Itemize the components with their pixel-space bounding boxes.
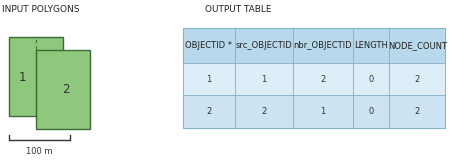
Bar <box>235 28 293 63</box>
Bar <box>353 95 389 128</box>
Bar <box>389 63 445 95</box>
Bar <box>389 28 445 63</box>
Text: NODE_COUNT: NODE_COUNT <box>388 41 446 50</box>
Bar <box>183 95 235 128</box>
Bar <box>353 63 389 95</box>
Bar <box>36 50 90 129</box>
Bar <box>293 95 353 128</box>
Text: 1: 1 <box>19 71 27 84</box>
Text: 0: 0 <box>368 107 374 116</box>
Text: 1: 1 <box>320 107 326 116</box>
Text: 100 m: 100 m <box>26 147 53 156</box>
Text: OBJECTID *: OBJECTID * <box>186 41 232 50</box>
Bar <box>183 63 235 95</box>
Text: 1: 1 <box>206 75 212 84</box>
Bar <box>389 95 445 128</box>
Text: 2: 2 <box>261 107 267 116</box>
Bar <box>293 28 353 63</box>
Text: INPUT POLYGONS: INPUT POLYGONS <box>2 5 80 14</box>
Bar <box>9 37 63 116</box>
Text: 2: 2 <box>320 75 326 84</box>
Bar <box>353 28 389 63</box>
Text: OUTPUT TABLE: OUTPUT TABLE <box>205 5 271 14</box>
Text: 1: 1 <box>261 75 267 84</box>
Bar <box>235 95 293 128</box>
Bar <box>293 63 353 95</box>
Text: LENGTH: LENGTH <box>354 41 388 50</box>
Text: src_OBJECTID: src_OBJECTID <box>235 41 292 50</box>
Text: 0: 0 <box>368 75 374 84</box>
Bar <box>235 63 293 95</box>
Text: 2: 2 <box>415 75 420 84</box>
Text: nbr_OBJECTID: nbr_OBJECTID <box>294 41 352 50</box>
Bar <box>183 28 445 128</box>
Text: 2: 2 <box>415 107 420 116</box>
Bar <box>183 28 235 63</box>
Text: 2: 2 <box>62 83 69 96</box>
Text: 2: 2 <box>206 107 212 116</box>
